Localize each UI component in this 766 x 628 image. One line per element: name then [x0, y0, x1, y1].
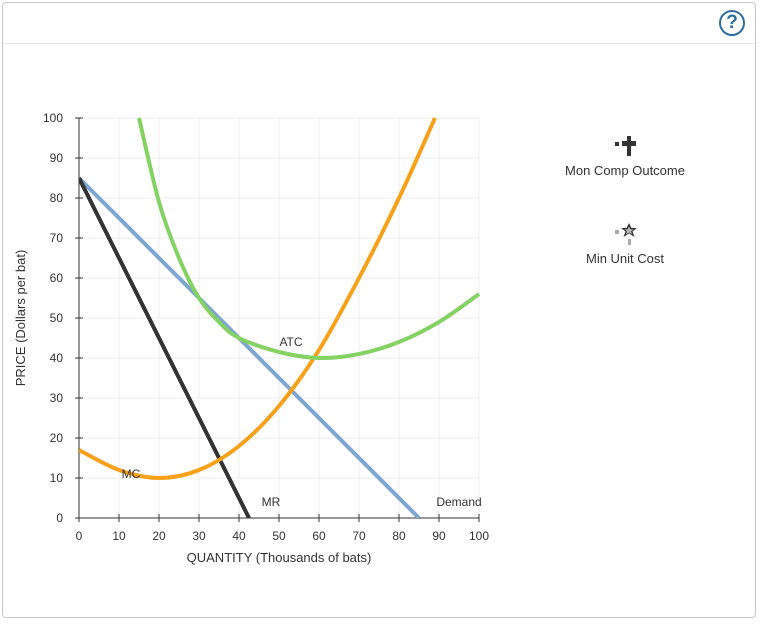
series-demand-curve[interactable]: [79, 176, 421, 518]
x-tick-label: 0: [76, 529, 83, 543]
x-tick-label: 90: [432, 529, 446, 543]
y-tick-label: 20: [50, 431, 64, 445]
black-cross-marker-icon: [615, 136, 636, 156]
x-tick-label: 40: [232, 529, 246, 543]
curve-label-mc: MC: [122, 467, 141, 481]
y-tick-label: 100: [43, 111, 63, 125]
y-tick-label: 0: [56, 511, 63, 525]
x-tick-label: 50: [272, 529, 286, 543]
y-tick-label: 60: [50, 271, 64, 285]
tool-min-unit-cost[interactable]: Min Unit Cost: [545, 221, 705, 266]
curve-label-mr: MR: [262, 495, 281, 509]
x-tick-label: 80: [392, 529, 406, 543]
tool-mon-comp-outcome[interactable]: Mon Comp Outcome: [545, 133, 705, 178]
y-tick-label: 40: [50, 351, 64, 365]
y-tick-label: 80: [50, 191, 64, 205]
y-tick-label: 10: [50, 471, 64, 485]
x-tick-label: 30: [192, 529, 206, 543]
y-tick-label: 50: [50, 311, 64, 325]
series-atc-curve[interactable]: [137, 117, 481, 361]
price-quantity-chart[interactable]: 0 10 20 30 40 50 60 70 80 90 100 0 10 20 30 40 50 60 70 80 9…: [3, 3, 755, 617]
x-tick-label: 60: [312, 529, 326, 543]
y-tick-label: 30: [50, 391, 64, 405]
help-button[interactable]: ?: [719, 10, 745, 36]
gray-star-marker-icon: [615, 223, 637, 245]
x-tick-label: 20: [152, 529, 166, 543]
graph-panel: ? 0 10 20 30 40 50 60 70 80 90 100 0 10 20 30 40 50 60 70 8…: [2, 2, 756, 618]
tool-label: Min Unit Cost: [585, 251, 665, 266]
x-tick-label: 70: [352, 529, 366, 543]
series-mc-curve[interactable]: [79, 117, 437, 481]
curve-label-atc: ATC: [279, 335, 302, 349]
x-axis-label: QUANTITY (Thousands of bats): [187, 550, 372, 565]
x-tick-label: 10: [112, 529, 126, 543]
y-tick-label: 70: [50, 231, 64, 245]
top-bar: ?: [3, 3, 755, 44]
y-tick-label: 90: [50, 151, 64, 165]
series-mr-curve[interactable]: [79, 177, 251, 518]
curve-label-demand: Demand: [436, 495, 481, 509]
x-tick-label: 100: [469, 529, 489, 543]
y-axis-label: PRICE (Dollars per bat): [13, 250, 28, 387]
tool-label: Mon Comp Outcome: [565, 163, 685, 178]
